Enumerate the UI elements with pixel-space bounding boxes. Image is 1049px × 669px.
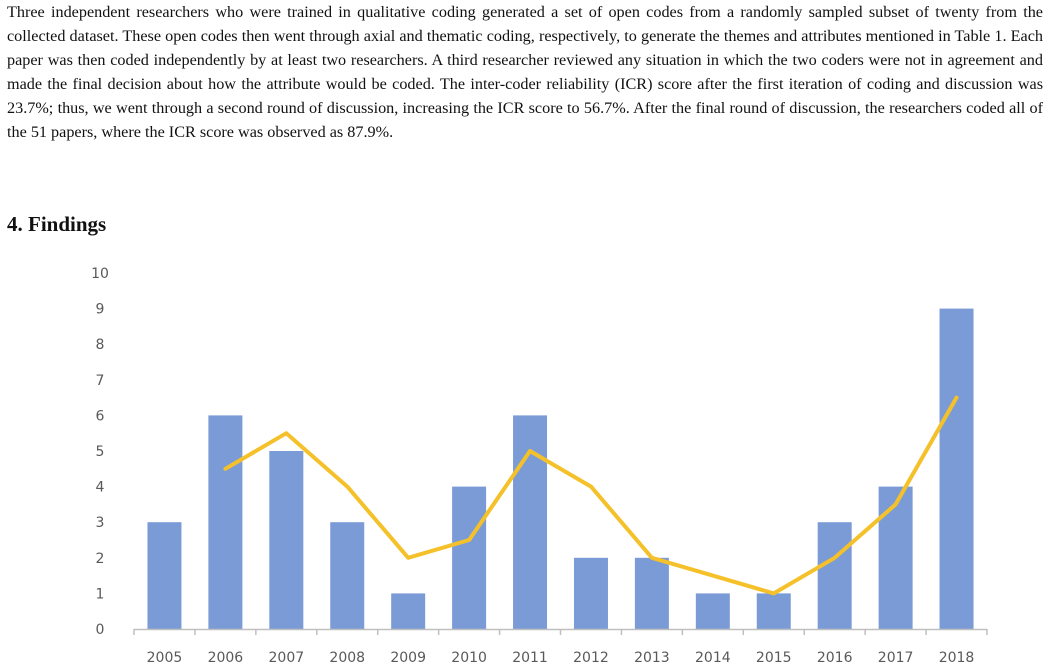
bar-2016 — [817, 522, 852, 629]
x-tick-label: 2010 — [451, 650, 487, 666]
body-paragraph: Three independent researchers who were t… — [7, 3, 1043, 142]
y-tick-label: 2 — [96, 551, 105, 567]
x-tick-label: 2015 — [756, 650, 792, 666]
y-tick-label: 1 — [96, 586, 105, 602]
x-tick-label: 2005 — [147, 650, 183, 666]
trend-line — [223, 395, 959, 596]
bar-2015 — [756, 593, 791, 629]
bar-2014 — [695, 593, 730, 629]
bar-2013 — [634, 557, 669, 629]
x-tick-label: 2017 — [878, 650, 914, 666]
bar-2005 — [147, 522, 182, 629]
y-tick-label: 8 — [96, 337, 105, 353]
bar-2011 — [513, 415, 548, 629]
x-tick-label: 2012 — [573, 650, 609, 666]
x-tick-label: 2007 — [269, 650, 305, 666]
bar-series — [147, 308, 974, 629]
section-heading: 4. Findings — [7, 212, 107, 236]
bar-2017 — [878, 486, 913, 629]
y-tick-label: 6 — [96, 408, 105, 424]
y-tick-label: 9 — [96, 302, 105, 318]
y-tick-label: 10 — [91, 266, 109, 282]
y-tick-label: 4 — [96, 480, 105, 496]
bar-2008 — [330, 522, 365, 629]
x-tick-label: 2009 — [390, 650, 426, 666]
bar-2012 — [573, 557, 608, 629]
x-tick-label: 2011 — [512, 650, 548, 666]
bar-2007 — [269, 451, 304, 629]
y-tick-label: 3 — [96, 515, 105, 531]
x-axis-ticks: 2005 2006 2007 2008 2009 2010 2011 2012 2013 2014… — [133, 629, 988, 666]
y-axis-ticks: 0 1 2 3 4 5 6 7 8 9 10 — [91, 266, 109, 638]
x-tick-label: 2008 — [329, 650, 365, 666]
bar-2010 — [452, 486, 487, 629]
bar-2018 — [939, 308, 974, 629]
bar-2006 — [208, 415, 243, 629]
y-tick-label: 0 — [96, 622, 105, 638]
papers-per-year-chart: 0 1 2 3 4 5 6 7 8 9 10 2005 2006 2007 2008 2009 2010 201… — [91, 266, 988, 666]
y-tick-label: 7 — [96, 373, 105, 389]
x-tick-label: 2006 — [208, 650, 244, 666]
x-tick-label: 2014 — [695, 650, 731, 666]
x-tick-label: 2018 — [939, 650, 975, 666]
bar-2009 — [391, 593, 426, 629]
x-tick-label: 2016 — [817, 650, 853, 666]
y-tick-label: 5 — [96, 444, 105, 460]
x-tick-label: 2013 — [634, 650, 670, 666]
